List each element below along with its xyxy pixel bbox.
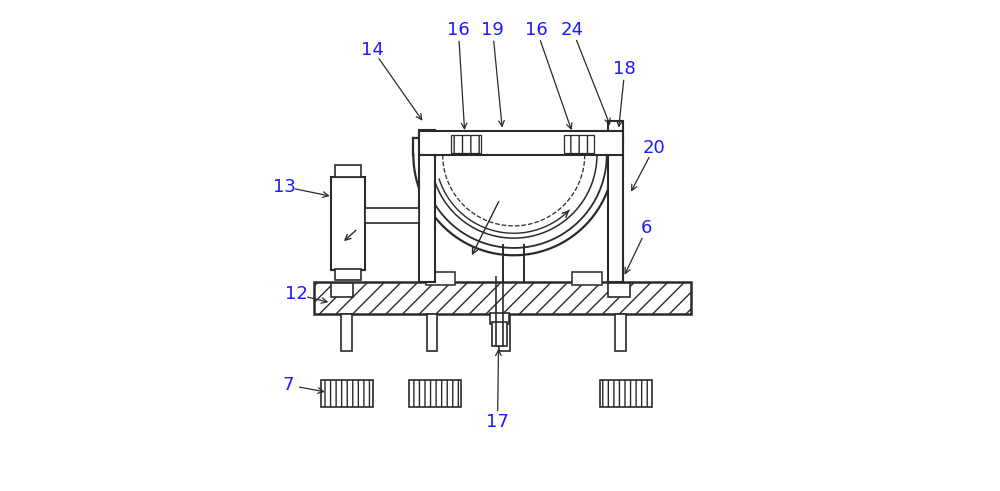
Text: 24: 24 [561, 21, 584, 39]
Bar [490, 313, 509, 324]
Text: 16: 16 [447, 21, 470, 39]
Bar [331, 177, 365, 270]
Bar [564, 135, 594, 154]
Bar [426, 273, 455, 285]
Bar [600, 380, 652, 407]
Bar [331, 283, 353, 297]
Text: 18: 18 [613, 60, 636, 78]
Bar [492, 323, 507, 346]
Bar [409, 380, 461, 407]
Bar [365, 208, 419, 223]
Bar [321, 380, 373, 407]
Text: 20: 20 [643, 138, 666, 157]
Bar [572, 273, 602, 285]
Text: 17: 17 [486, 413, 509, 431]
Text: 7: 7 [283, 376, 294, 394]
Text: 12: 12 [285, 285, 308, 303]
Bar [341, 314, 352, 351]
Bar [499, 314, 510, 351]
Bar [608, 121, 623, 282]
Bar [427, 314, 437, 351]
Text: 19: 19 [481, 21, 504, 39]
Text: 13: 13 [273, 178, 296, 196]
Bar [615, 314, 626, 351]
Bar [314, 282, 691, 314]
Bar [419, 132, 623, 155]
Text: 6: 6 [641, 219, 653, 237]
Bar [335, 269, 361, 280]
Text: 16: 16 [525, 21, 548, 39]
Bar [419, 131, 435, 282]
Bar [608, 283, 630, 297]
Bar [451, 135, 481, 154]
Text: 14: 14 [361, 41, 384, 58]
Bar [335, 164, 361, 177]
